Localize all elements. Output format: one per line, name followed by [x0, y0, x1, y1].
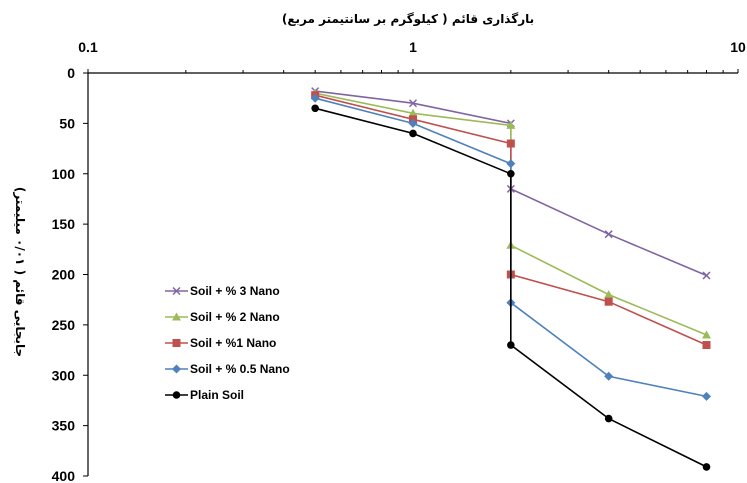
y-axis-title: جابجایی قائم ( ۰/۰۱ میلیمتر): [13, 187, 27, 357]
y-tick-label: 250: [52, 317, 76, 333]
y-tick-label: 200: [52, 267, 76, 283]
legend-label: Soil + %1 Nano: [190, 336, 276, 350]
x-tick-label: 0.1: [78, 39, 98, 55]
data-point: [408, 108, 418, 117]
data-point: [702, 271, 711, 280]
data-point: [604, 290, 614, 299]
legend-label: Plain Soil: [190, 388, 244, 402]
data-point: [506, 159, 516, 169]
x-tick-label: 1: [409, 39, 417, 55]
legend-label: Soil + % 0.5 Nano: [190, 362, 290, 376]
legend-marker: [172, 364, 181, 374]
data-point: [507, 341, 515, 349]
series-group: [310, 87, 712, 471]
data-point: [408, 118, 418, 128]
data-point: [604, 230, 613, 239]
data-point: [408, 99, 418, 108]
legend-marker: [172, 312, 181, 321]
x-axis-title: بارگذاری قائم ( کیلوگرم بر سانتیمتر مربع…: [282, 12, 534, 27]
data-point: [702, 391, 712, 401]
y-tick-label: 300: [52, 367, 76, 383]
data-point: [310, 93, 320, 103]
data-point: [604, 414, 613, 423]
data-point: [702, 330, 712, 339]
legend-label: Soil + % 3 Nano: [190, 284, 280, 298]
legend-marker: [172, 286, 181, 296]
y-tick-label: 0: [67, 65, 75, 81]
data-point: [506, 120, 516, 129]
y-tick-label: 400: [52, 468, 76, 483]
y-tick-label: 350: [52, 418, 76, 434]
y-tick-label: 150: [52, 216, 76, 232]
data-point: [506, 139, 515, 148]
legend-marker: [172, 339, 181, 347]
data-point: [507, 169, 515, 178]
x-tick-label: 10: [730, 39, 746, 55]
legend: Soil + % 3 Nano Soil + % 2 Nano Soil + %1 …: [165, 284, 290, 402]
legend-label: Soil + % 2 Nano: [190, 310, 280, 324]
data-point: [702, 341, 711, 350]
data-point: [604, 297, 613, 306]
data-point: [311, 104, 319, 113]
series-line: [315, 107, 707, 468]
legend-item: Soil + % 0.5 Nano: [165, 362, 290, 376]
legend-marker: [172, 391, 181, 399]
data-point: [409, 129, 417, 138]
legend-item: Soil + %1 Nano: [165, 336, 276, 350]
data-point: [702, 463, 711, 471]
y-tick-label: 50: [59, 115, 75, 131]
y-tick-label: 100: [52, 166, 76, 182]
data-point: [604, 371, 614, 381]
legend-item: Soil + % 3 Nano: [165, 284, 280, 298]
legend-item: Plain Soil: [165, 388, 244, 402]
series-4: [311, 104, 711, 471]
legend-item: Soil + % 2 Nano: [165, 310, 280, 324]
